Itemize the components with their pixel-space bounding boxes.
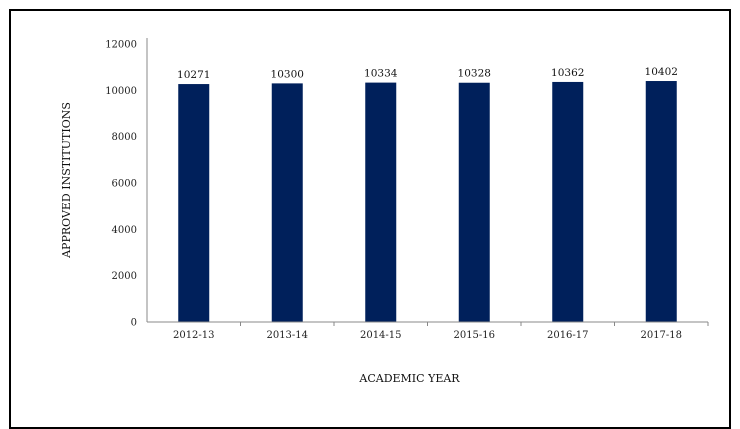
x-tick-label: 2013-14: [266, 330, 308, 341]
x-tick-label: 2015-16: [453, 330, 495, 341]
x-axis-title: ACADEMIC YEAR: [358, 372, 460, 385]
x-axis-ticks: 2012-13 2013-14 2014-15 2015-16 2016-17 2017-…: [173, 322, 709, 341]
data-label: 10334: [364, 68, 398, 80]
bars: [178, 81, 677, 323]
y-axis-title: APPROVED INSTITUTIONS: [60, 102, 73, 259]
bar: [458, 82, 490, 322]
y-tick-label: 8000: [112, 132, 137, 143]
bar: [271, 83, 303, 322]
bar: [552, 81, 584, 323]
data-label: 10271: [177, 69, 210, 81]
bar: [645, 81, 677, 323]
bar: [365, 82, 397, 322]
y-tick-label: 2000: [112, 271, 137, 282]
y-tick-label: 10000: [105, 86, 137, 97]
x-tick-label: 2014-15: [360, 330, 402, 341]
data-labels: 10271 10300 10334 10328 10362 10402: [177, 66, 678, 81]
bar: [178, 84, 210, 322]
y-tick-label: 12000: [105, 40, 137, 51]
x-tick-label: 2016-17: [547, 330, 589, 341]
data-label: 10362: [551, 67, 584, 79]
y-tick-label: 4000: [112, 225, 137, 236]
y-tick-label: 6000: [112, 179, 137, 190]
data-label: 10402: [645, 66, 678, 78]
y-axis-ticks: 0 2000 4000 6000 8000 10000 12000: [105, 40, 137, 329]
data-label: 10300: [271, 68, 304, 80]
y-tick-label: 0: [131, 318, 137, 329]
x-tick-label: 2017-18: [640, 330, 682, 341]
data-label: 10328: [458, 68, 491, 80]
x-tick-label: 2012-13: [173, 330, 215, 341]
